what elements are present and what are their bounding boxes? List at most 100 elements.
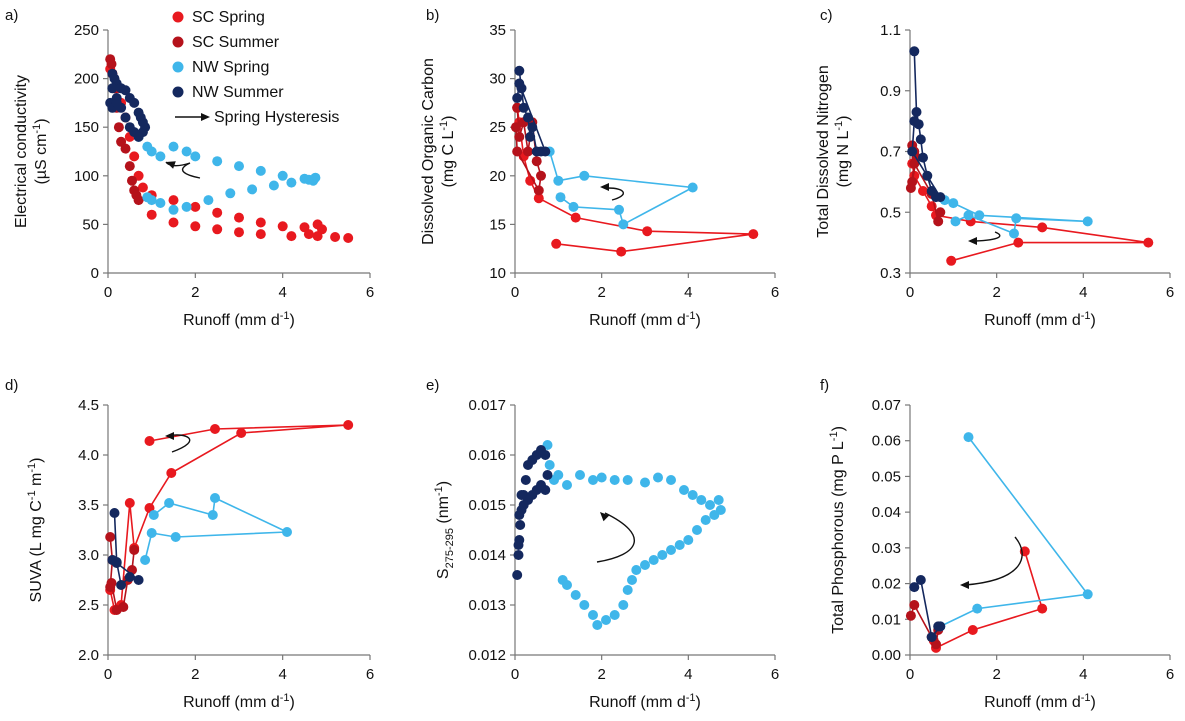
data-point	[518, 102, 529, 113]
y-tick-label: 3.5	[78, 497, 99, 514]
y-tick-label: 0.07	[872, 397, 901, 414]
data-point	[124, 498, 135, 508]
panel-label: e)	[426, 377, 439, 394]
data-point	[212, 207, 223, 218]
hysteresis-arrowhead	[600, 183, 609, 191]
data-point	[116, 580, 127, 590]
y-axis-label: SUVA (L mg C-1 m-1)	[26, 458, 45, 603]
data-point	[553, 470, 564, 480]
data-point	[918, 186, 928, 196]
data-point	[277, 221, 288, 232]
data-point	[168, 204, 179, 215]
panel-2: 0 2 4 6 10 15 20 25 30 35 Runoff (mm d-1) Dissolved…	[420, 7, 779, 329]
legend-label: NW Spring	[192, 59, 269, 76]
data-point	[118, 602, 129, 612]
series-nw-spring	[140, 493, 292, 565]
data-point	[536, 170, 546, 181]
data-point	[106, 578, 117, 588]
panel-label: b)	[426, 7, 439, 24]
data-point	[950, 216, 961, 227]
x-tick-label: 0	[104, 284, 112, 301]
legend-arrow-head	[201, 113, 210, 121]
data-point	[512, 146, 523, 157]
data-point	[120, 85, 131, 96]
series-sc-spring	[512, 102, 759, 257]
y-tick-label: 0.3	[880, 265, 901, 282]
y-tick-label: 100	[74, 168, 99, 185]
legend-marker	[172, 61, 184, 73]
x-tick-label: 0	[511, 284, 519, 301]
data-point	[168, 217, 179, 228]
data-point	[168, 195, 179, 206]
x-tick-label: 0	[104, 666, 112, 683]
data-point	[696, 495, 707, 505]
legend-arrow-label: Spring Hysteresis	[214, 109, 339, 126]
data-point	[687, 490, 698, 500]
y-tick-label: 2.0	[78, 647, 99, 664]
data-point	[616, 246, 627, 257]
data-point	[926, 632, 937, 643]
data-point	[575, 470, 585, 480]
hysteresis-arrow	[596, 512, 636, 563]
data-point	[705, 500, 715, 510]
data-point	[909, 46, 920, 57]
data-point	[510, 122, 521, 133]
data-point	[614, 204, 624, 215]
data-point	[568, 201, 579, 212]
x-tick-label: 6	[1166, 284, 1174, 301]
panel-label: c)	[820, 7, 833, 24]
x-tick-label: 0	[906, 666, 914, 683]
data-point	[225, 188, 236, 199]
data-point	[142, 192, 153, 203]
y-tick-label: 35	[489, 22, 506, 39]
data-point	[1082, 589, 1093, 600]
data-point	[148, 510, 159, 520]
series-nw-summer	[909, 575, 946, 643]
x-tick-label: 2	[992, 284, 1000, 301]
series-nw-spring	[935, 432, 1093, 632]
data-point	[255, 229, 266, 240]
data-point	[113, 122, 124, 133]
y-tick-label: 0.05	[872, 468, 901, 485]
data-point	[579, 170, 590, 181]
x-axis-label: Runoff (mm d-1)	[589, 310, 701, 329]
x-tick-label: 4	[278, 666, 286, 683]
x-axis-label: Runoff (mm d-1)	[183, 310, 295, 329]
x-tick-label: 4	[1079, 284, 1087, 301]
data-point	[531, 156, 542, 167]
hysteresis-arrowhead	[960, 581, 969, 589]
series-line	[144, 496, 288, 561]
y-tick-label: 4.0	[78, 447, 99, 464]
data-point	[303, 174, 314, 185]
data-point	[255, 165, 266, 176]
data-point	[544, 460, 555, 470]
data-point	[713, 495, 724, 505]
data-point	[343, 233, 354, 243]
data-point	[282, 527, 292, 537]
panel-6: 0 2 4 6 0.00 0.01 0.02 0.03 0.04 0.05 0.06 0.07 Runo…	[820, 377, 1174, 711]
hysteresis-arrow	[974, 231, 1001, 242]
legend-label: SC Spring	[192, 9, 265, 26]
data-point	[540, 146, 551, 157]
data-point	[133, 575, 144, 585]
data-point	[146, 146, 157, 157]
data-point	[905, 610, 916, 621]
data-point	[286, 177, 297, 188]
data-point	[234, 227, 244, 238]
data-point	[687, 182, 698, 193]
data-point	[512, 93, 523, 103]
data-point	[588, 610, 598, 620]
data-point	[915, 575, 926, 585]
panel-5: 0 2 4 6 0.012 0.013 0.014 0.015 0.016 0.017 Runoff…	[426, 377, 779, 711]
series-nw-summer	[512, 65, 551, 157]
data-point	[692, 525, 702, 535]
data-point	[640, 560, 650, 570]
data-point	[190, 201, 201, 212]
data-point	[520, 475, 531, 485]
y-axis-label: Dissolved Organic Carbon	[420, 58, 437, 245]
data-point	[618, 600, 629, 610]
data-point	[212, 224, 223, 235]
data-point	[513, 540, 524, 550]
y-tick-label: 20	[489, 168, 506, 185]
y-tick-label: 0.02	[872, 576, 901, 593]
